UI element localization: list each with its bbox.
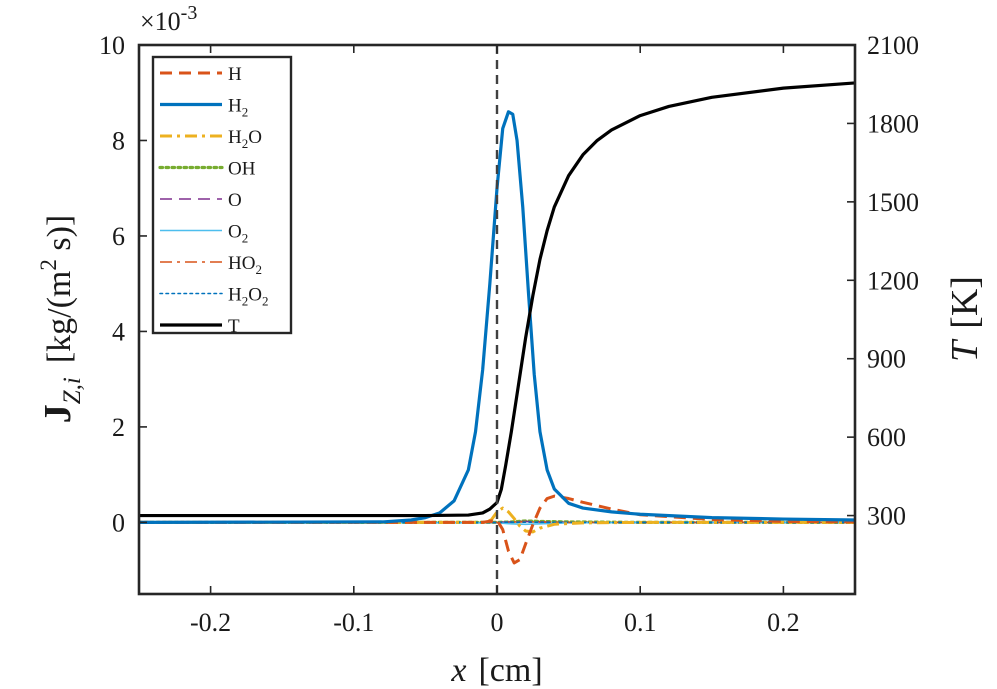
y-left-label-sub: Z,i [59,377,86,404]
x-tick-label: 0.1 [624,608,657,637]
y-left-tick-label: 6 [112,222,125,251]
legend-label-o: O [228,190,242,211]
y-right-tick-label: 1500 [867,188,919,217]
y-right-tick-label: 1200 [867,266,919,295]
y-left-label-unit-end: s)] [41,215,78,259]
series-layer [139,81,855,565]
y-left-tick-label: 8 [112,126,125,155]
legend-label-h2: H2 [228,96,248,120]
x-tick-label: -0.2 [190,608,231,637]
y-left-multiplier: ×10-3 [140,2,197,36]
y-left-tick-label: 10 [99,31,125,60]
legend-label-ho2: HO2 [228,253,262,277]
series-line-t [139,81,855,518]
y-left-tick-label: 0 [112,508,125,537]
y-left-title: JZ,i [kg/(m2 s)] [36,215,86,424]
y-left-tick-label: 2 [112,413,125,442]
legend-entries: H H2 H2O OH O O2 HO2 H2O2 T [158,64,268,337]
y-right-tick-label: 900 [867,345,906,374]
y-left-multiplier-exp: -3 [181,2,198,24]
y-left-label-bold: J [37,404,79,423]
series-line-h [139,494,855,565]
x-axis-var: x [450,652,466,689]
y-right-title: T [K] [944,276,986,362]
y-left-tick-label: 4 [112,317,125,346]
y-right-tick-label: 600 [867,423,906,452]
series-line-h2 [139,110,855,524]
legend: H H2 H2O OH O O2 HO2 H2O2 T [151,55,293,337]
legend-label-h: H [228,64,242,85]
y-right-var: T [944,338,986,362]
x-axis-unit: [cm] [478,652,542,689]
y-right-tick-label: 2100 [867,31,919,60]
y-right-tick-label: 1800 [867,109,919,138]
x-tick-label: 0 [491,608,504,637]
legend-box [151,55,293,335]
x-tick-label: -0.1 [333,608,374,637]
legend-label-h2o2: H2O2 [228,285,268,309]
legend-label-oh: OH [228,159,256,180]
legend-label-o2: O2 [228,222,248,246]
y-right-unit: [K] [944,276,986,329]
tick-layer: -0.2 -0.1 0 0.1 0.2 0 2 4 6 8 10 300 600 900 1200 1500 1… [99,31,919,637]
legend-label-t: T [228,316,240,337]
x-tick-label: 0.2 [767,608,800,637]
y-right-tick-label: 300 [867,502,906,531]
y-left-label-sup: 2 [36,259,61,271]
legend-label-h2o: H2O [228,127,262,151]
series-line-h2o [139,506,855,534]
x-axis-title: x [cm] [450,652,542,689]
y-left-label-unit: [kg/(m [41,271,78,364]
